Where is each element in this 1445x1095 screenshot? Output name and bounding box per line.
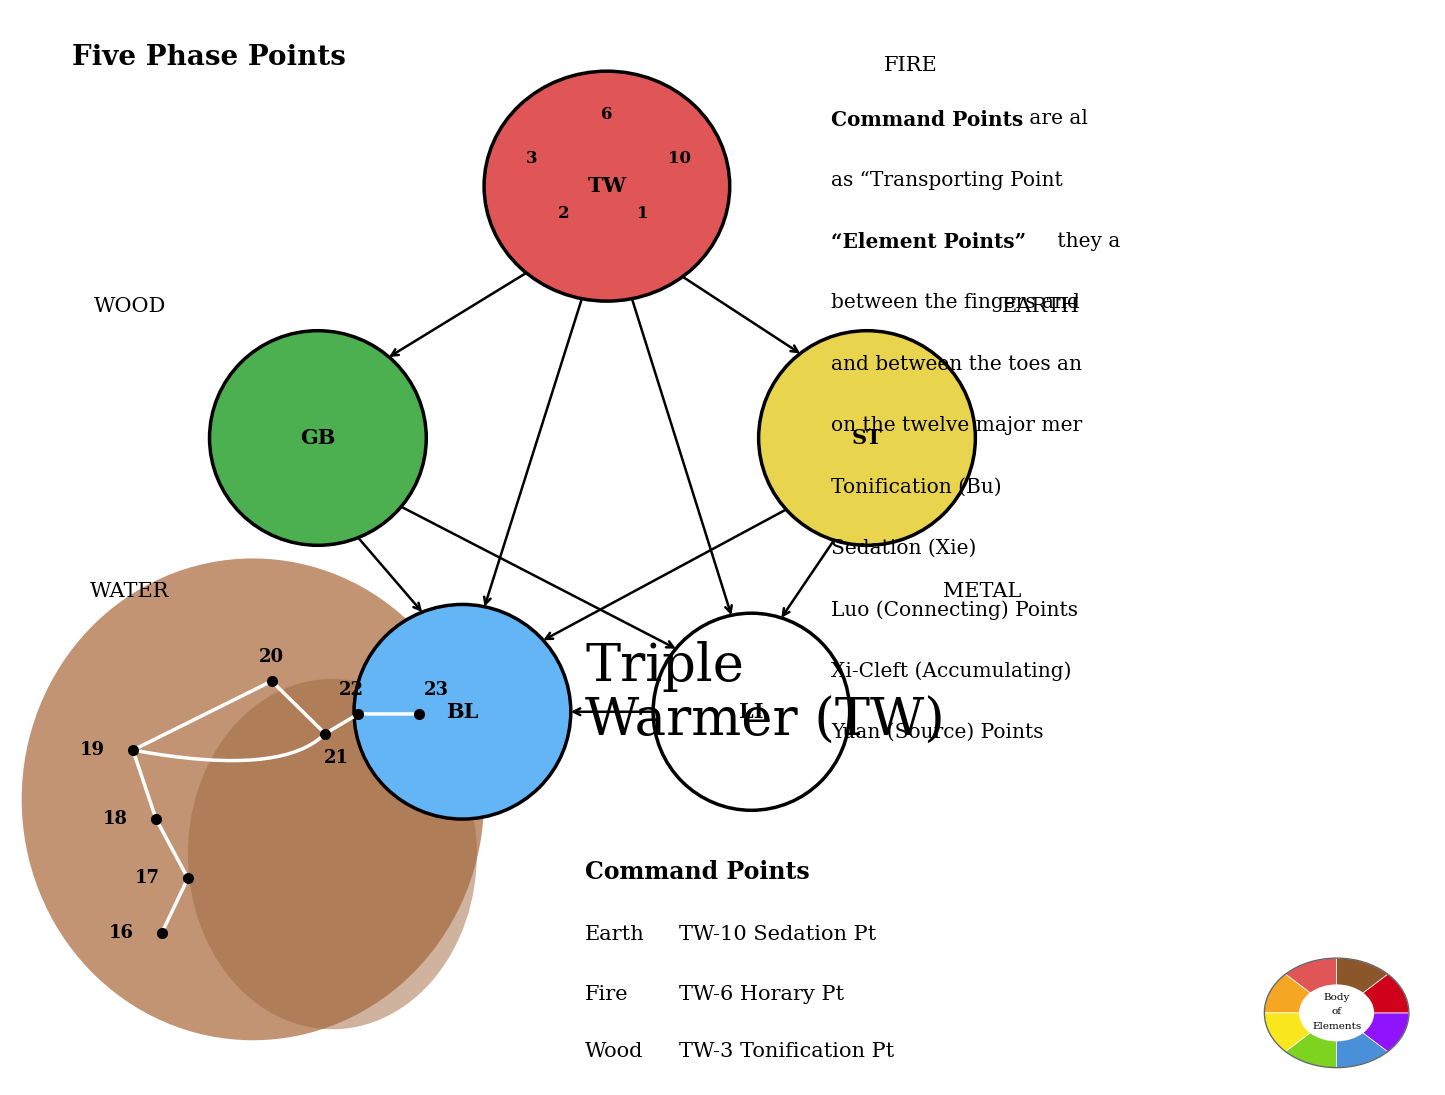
Wedge shape xyxy=(1337,1013,1409,1051)
Wedge shape xyxy=(1337,958,1387,1013)
Text: 23: 23 xyxy=(423,681,449,699)
Wedge shape xyxy=(1264,1013,1337,1051)
Text: and between the toes an: and between the toes an xyxy=(831,355,1082,373)
Text: between the fingers and: between the fingers and xyxy=(831,293,1079,312)
Text: WOOD: WOOD xyxy=(94,297,166,316)
Text: 1: 1 xyxy=(637,205,649,222)
Text: Yuan (Source) Points: Yuan (Source) Points xyxy=(831,723,1043,741)
Text: 22: 22 xyxy=(338,681,364,699)
Text: 6: 6 xyxy=(601,106,613,124)
Text: 17: 17 xyxy=(134,869,160,887)
Ellipse shape xyxy=(759,331,975,545)
Ellipse shape xyxy=(484,71,730,301)
Text: Sedation (Xie): Sedation (Xie) xyxy=(831,539,977,557)
Wedge shape xyxy=(1286,1013,1337,1068)
Ellipse shape xyxy=(354,604,571,819)
Ellipse shape xyxy=(653,613,850,810)
Wedge shape xyxy=(1337,975,1409,1013)
Text: Luo (Connecting) Points: Luo (Connecting) Points xyxy=(831,600,1078,620)
Text: 2: 2 xyxy=(558,205,569,222)
Text: Fire: Fire xyxy=(585,986,629,1004)
Text: 10: 10 xyxy=(668,150,691,168)
Text: ST: ST xyxy=(851,428,883,448)
Ellipse shape xyxy=(210,331,426,545)
Text: they a: they a xyxy=(1051,232,1120,251)
Bar xyxy=(0,569,556,1095)
Text: 3: 3 xyxy=(526,150,538,168)
Text: as “Transporting Point: as “Transporting Point xyxy=(831,171,1062,189)
Text: Earth: Earth xyxy=(585,925,644,944)
Ellipse shape xyxy=(188,679,477,1029)
Wedge shape xyxy=(1286,958,1337,1013)
Wedge shape xyxy=(1264,975,1337,1013)
Text: GB: GB xyxy=(301,428,335,448)
Text: 16: 16 xyxy=(108,924,134,942)
Text: Command Points: Command Points xyxy=(831,110,1023,129)
Text: LI: LI xyxy=(738,702,764,722)
Text: Wood: Wood xyxy=(585,1042,643,1061)
Text: Xi-Cleft (Accumulating): Xi-Cleft (Accumulating) xyxy=(831,661,1071,681)
Text: 19: 19 xyxy=(79,741,105,759)
Text: Triple
Warmer (TW): Triple Warmer (TW) xyxy=(585,641,945,747)
Text: 20: 20 xyxy=(259,648,285,666)
Text: EARTH: EARTH xyxy=(1001,297,1079,316)
Text: of: of xyxy=(1332,1007,1341,1016)
Text: Five Phase Points: Five Phase Points xyxy=(72,44,347,71)
Text: TW: TW xyxy=(587,176,627,196)
Text: Tonification (Bu): Tonification (Bu) xyxy=(831,477,1001,496)
Text: TW-6 Horary Pt: TW-6 Horary Pt xyxy=(679,986,844,1004)
Text: FIRE: FIRE xyxy=(883,56,938,76)
Text: WATER: WATER xyxy=(90,581,171,601)
Text: “Element Points”: “Element Points” xyxy=(831,232,1026,252)
Text: on the twelve major mer: on the twelve major mer xyxy=(831,416,1082,435)
Wedge shape xyxy=(1337,1013,1387,1068)
Circle shape xyxy=(1299,984,1374,1041)
Text: 18: 18 xyxy=(103,810,129,828)
Text: TW-10 Sedation Pt: TW-10 Sedation Pt xyxy=(679,925,877,944)
Text: METAL: METAL xyxy=(944,581,1022,601)
Text: Elements: Elements xyxy=(1312,1022,1361,1030)
Text: Body: Body xyxy=(1324,993,1350,1002)
Text: are al: are al xyxy=(1023,110,1088,128)
Text: BL: BL xyxy=(447,702,478,722)
Text: 21: 21 xyxy=(324,749,350,766)
Ellipse shape xyxy=(22,558,484,1040)
Text: TW-3 Tonification Pt: TW-3 Tonification Pt xyxy=(679,1042,894,1061)
Text: Command Points: Command Points xyxy=(585,860,811,884)
